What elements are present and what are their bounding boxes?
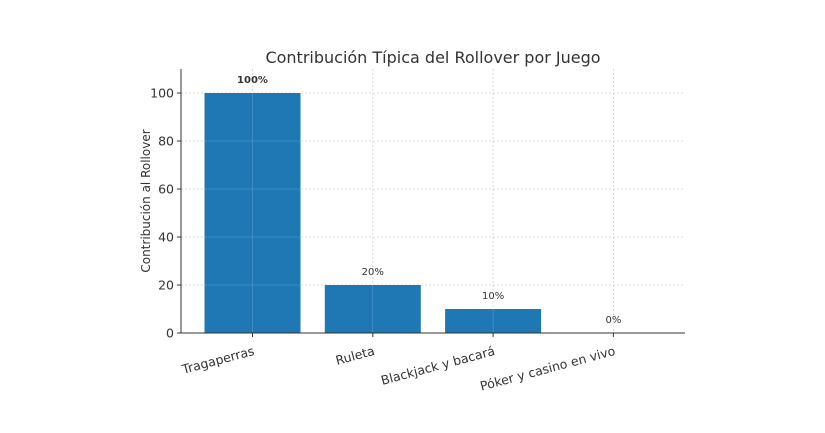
chart-title: Contribución Típica del Rollover por Jue… bbox=[265, 48, 600, 67]
bar-value-label: 100% bbox=[237, 75, 268, 86]
y-tick-label: 80 bbox=[158, 134, 174, 149]
bar-value-label: 20% bbox=[362, 267, 384, 278]
y-tick-label: 60 bbox=[158, 182, 174, 197]
x-tick-label: Póker y casino en vivo bbox=[478, 343, 616, 394]
y-tick-label: 20 bbox=[158, 278, 174, 293]
y-tick-label: 0 bbox=[166, 326, 174, 341]
x-axis: Tragaperras Ruleta Blackjack y bacaráPóker… bbox=[179, 332, 685, 394]
y-tick-label: 100 bbox=[150, 86, 174, 101]
y-tick-label: 40 bbox=[158, 230, 174, 245]
bar-value-label: 10% bbox=[482, 291, 504, 302]
bars: 100% 20% 10% 0% bbox=[204, 75, 621, 333]
y-axis-label: Contribución al Rollover bbox=[139, 129, 153, 272]
y-axis: 0 20 40 60 80 100 bbox=[150, 69, 182, 341]
x-tick-label: Tragaperras bbox=[179, 343, 255, 377]
x-tick-label: Ruleta bbox=[334, 343, 376, 368]
bar-value-label: 0% bbox=[605, 315, 621, 326]
